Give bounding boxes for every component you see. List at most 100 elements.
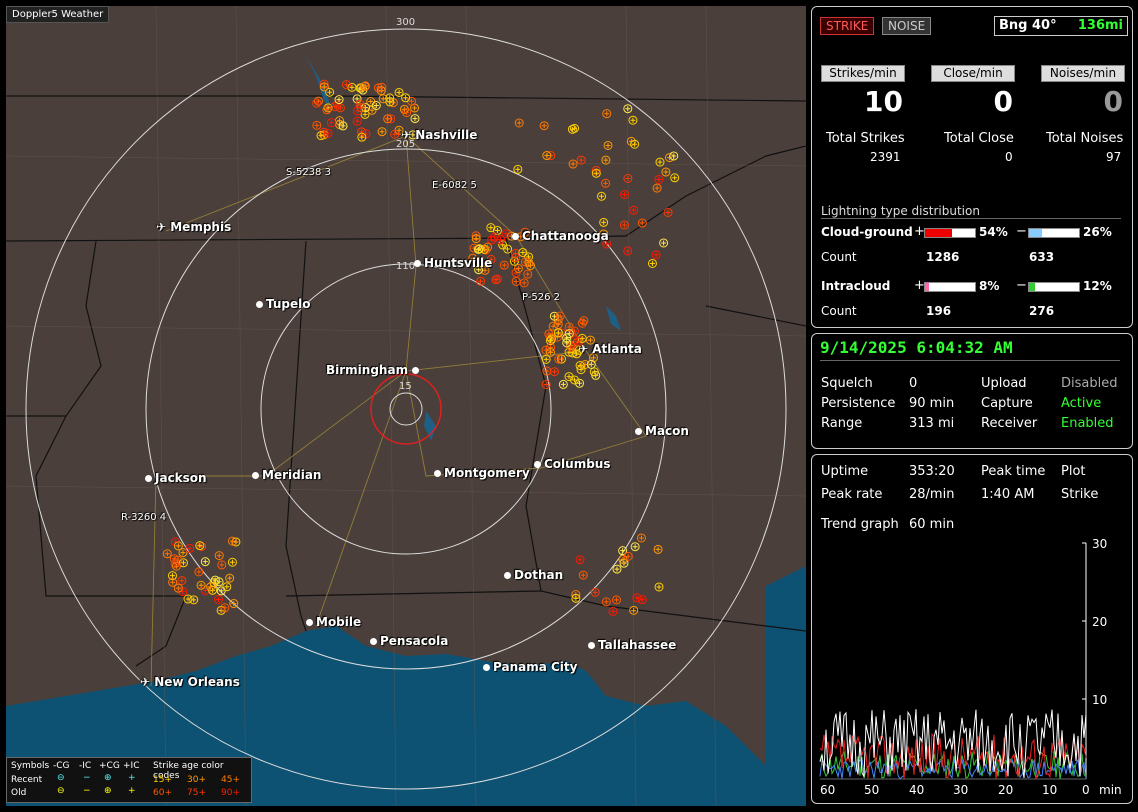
- range-value[interactable]: 313 mi: [909, 416, 955, 431]
- strike-marker: [539, 121, 549, 131]
- strike-marker: [377, 127, 387, 137]
- trend-graph: [819, 542, 1087, 780]
- strike-marker: [603, 140, 613, 150]
- close-per-min-value: 0: [993, 85, 1013, 118]
- strike-marker-cross: [550, 323, 556, 329]
- strike-marker-cross: [593, 170, 599, 176]
- strike-marker: [326, 118, 336, 128]
- strike-marker: [194, 567, 204, 577]
- strike-marker-cross: [625, 553, 631, 559]
- strike-marker: [555, 311, 565, 321]
- strike-marker-cross: [638, 535, 644, 541]
- capture-value[interactable]: Active: [1061, 396, 1102, 411]
- legend-col-neg-cg: -CG: [53, 761, 70, 771]
- strike-marker-cross: [385, 116, 391, 122]
- storm-tag-p[interactable]: P-526 2: [522, 292, 561, 303]
- strike-marker: [628, 115, 638, 125]
- strike-marker-cross: [513, 270, 519, 276]
- receiver-value[interactable]: Enabled: [1061, 416, 1114, 431]
- strike-marker-cross: [604, 241, 610, 247]
- strike-marker: [589, 367, 599, 377]
- strike-marker: [586, 359, 596, 369]
- strike-marker-cross: [222, 605, 228, 611]
- total-noises-label: Total Noises: [1046, 131, 1124, 146]
- squelch-value[interactable]: 0: [909, 376, 918, 391]
- strike-marker-cross: [572, 125, 578, 131]
- peak-time-label: Peak time: [981, 464, 1046, 479]
- strike-marker: [663, 208, 673, 217]
- strike-marker: [637, 218, 647, 228]
- strike-marker: [544, 329, 554, 339]
- cg-negative-count: 633: [1029, 250, 1055, 264]
- strike-marker-cross: [671, 153, 677, 159]
- trend-line: [819, 709, 1087, 779]
- strike-marker-cross: [475, 246, 481, 252]
- trend-panel: Uptime 353:20 Peak time Plot Peak rate 2…: [811, 454, 1133, 804]
- legend-col-pos-cg: +CG: [99, 761, 120, 771]
- strike-marker: [200, 557, 210, 567]
- strike-marker-cross: [175, 585, 181, 591]
- strike-marker: [167, 571, 177, 581]
- noise-button[interactable]: NOISE: [882, 17, 932, 35]
- strike-marker: [554, 354, 564, 364]
- strike-marker: [630, 542, 640, 552]
- strike-marker-cross: [208, 584, 214, 590]
- strike-marker: [473, 244, 483, 254]
- strike-marker-cross: [625, 248, 631, 254]
- strike-marker: [626, 136, 636, 146]
- strike-marker: [496, 235, 506, 245]
- strike-marker-cross: [362, 83, 368, 89]
- strike-marker: [520, 257, 530, 267]
- strike-marker: [312, 98, 322, 108]
- trend-y-tick-30: 30: [1092, 537, 1108, 551]
- strike-marker: [669, 151, 679, 161]
- strike-marker: [373, 83, 383, 93]
- strike-marker: [171, 561, 181, 571]
- trend-x-tick-30: 30: [953, 783, 969, 797]
- strike-marker: [570, 123, 580, 133]
- trend-x-tick-10: 10: [1042, 783, 1058, 797]
- ic-negative-count: 276: [1029, 304, 1055, 318]
- strike-button[interactable]: STRIKE: [820, 17, 875, 35]
- strike-marker: [360, 109, 370, 119]
- strike-marker: [371, 100, 381, 110]
- plot-value[interactable]: Strike: [1061, 487, 1099, 502]
- strike-marker-cross: [187, 545, 193, 551]
- uptime-label: Uptime: [821, 464, 869, 479]
- strike-marker-cross: [169, 573, 175, 579]
- strike-marker: [487, 235, 497, 245]
- persistence-value[interactable]: 90 min: [909, 396, 955, 411]
- strike-marker-cross: [655, 546, 661, 552]
- strike-marker-cross: [526, 260, 532, 266]
- upload-value[interactable]: Disabled: [1061, 376, 1118, 391]
- lightning-map[interactable]: Doppler5 Weather 300 205 110 15 ✈ Nashvi…: [6, 6, 806, 806]
- strike-marker: [623, 246, 633, 256]
- legend-old-pos-cg-icon: ⊕: [104, 786, 112, 796]
- strike-marker-cross: [505, 246, 511, 252]
- strike-marker: [588, 353, 598, 363]
- strike-marker-cross: [661, 240, 667, 246]
- strike-marker: [162, 549, 172, 559]
- strike-marker: [630, 139, 640, 149]
- strike-marker-cross: [325, 130, 331, 136]
- strike-marker: [323, 128, 333, 138]
- strike-marker: [599, 217, 609, 227]
- strike-marker-cross: [396, 89, 402, 95]
- trend-graph-value[interactable]: 60 min: [909, 517, 955, 532]
- strike-marker: [168, 577, 178, 587]
- strike-marker-cross: [566, 324, 572, 330]
- strike-marker-cross: [573, 337, 579, 343]
- storm-tag-e[interactable]: E-6082 5: [432, 180, 477, 191]
- cg-negative-pct: 26%: [1083, 225, 1112, 239]
- storm-tag-s[interactable]: S-5238 3: [286, 167, 331, 178]
- strike-marker-cross: [515, 166, 521, 172]
- strike-marker-cross: [473, 236, 479, 242]
- strike-marker-cross: [380, 96, 386, 102]
- strike-marker-cross: [605, 142, 611, 148]
- total-close-value: 0: [1005, 150, 1013, 164]
- storm-tag-r[interactable]: R-3260 4: [121, 512, 167, 523]
- legend-recent-pos-ic-icon: +: [128, 773, 136, 783]
- strike-marker-cross: [516, 120, 522, 126]
- ic-minus-sign: −: [1016, 278, 1027, 293]
- strike-marker: [394, 87, 404, 97]
